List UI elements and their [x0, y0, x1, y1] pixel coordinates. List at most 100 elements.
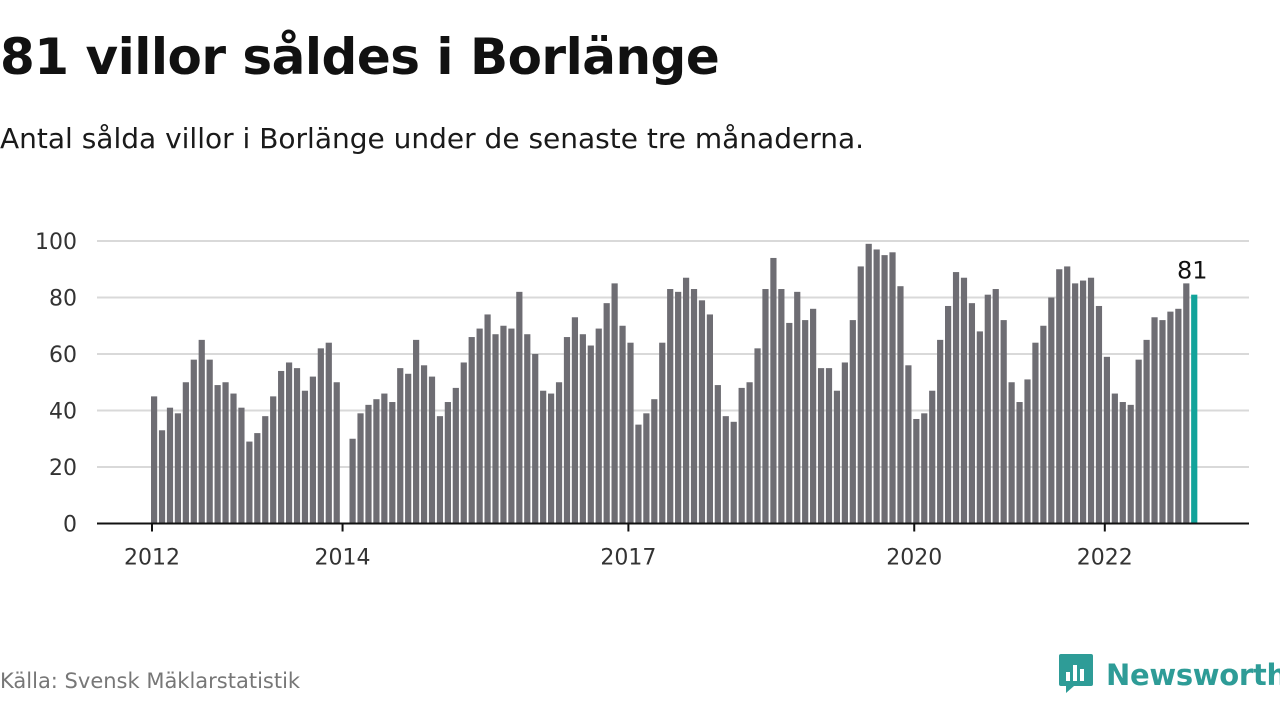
bar [166, 407, 174, 524]
bar [349, 438, 356, 524]
bar [762, 289, 769, 524]
bar [373, 399, 380, 524]
y-tick-label: 0 [63, 513, 77, 538]
bar [1151, 317, 1158, 524]
bar [968, 303, 976, 524]
bar [579, 334, 586, 524]
bar [222, 382, 229, 524]
bar [214, 385, 221, 524]
bar [182, 382, 189, 524]
bar [889, 252, 896, 524]
x-tick-label: 2012 [124, 546, 180, 571]
bar [1032, 342, 1039, 524]
bar [190, 359, 197, 524]
bar [706, 314, 713, 524]
bar [611, 283, 618, 524]
bar [825, 368, 833, 524]
bar [722, 416, 729, 524]
bar [730, 421, 737, 524]
y-tick-label: 100 [35, 230, 77, 255]
bar [873, 249, 880, 524]
bar [532, 354, 539, 524]
highlight-bar [1191, 294, 1198, 524]
bar [937, 339, 944, 524]
newsworthy-logo-icon [1058, 652, 1094, 698]
bar [405, 373, 412, 524]
x-tick-label: 2017 [600, 546, 656, 571]
bar [857, 266, 864, 524]
bar [230, 393, 237, 524]
bar [905, 365, 912, 524]
bar [1143, 339, 1150, 524]
bar [365, 404, 372, 524]
bar [1175, 308, 1182, 524]
source-note: Källa: Svensk Mäklarstatistik [0, 669, 301, 693]
bar [174, 413, 182, 524]
bar [492, 334, 499, 524]
bar [1016, 402, 1023, 524]
bar [484, 314, 491, 524]
brand-logo[interactable]: Newsworthy [1058, 654, 1280, 696]
bar [468, 337, 475, 524]
x-axis-ticks: 2012 2014 2017 2020 2022 [124, 523, 1133, 571]
bar [1127, 404, 1134, 524]
bar [913, 418, 920, 524]
bar [746, 382, 753, 524]
bar [270, 396, 277, 524]
bar [675, 291, 682, 524]
bar [1111, 393, 1118, 524]
bar [1056, 269, 1063, 524]
bar [817, 368, 825, 524]
bar [555, 382, 563, 524]
bar [992, 289, 999, 524]
bar [540, 390, 547, 524]
y-tick-label: 60 [49, 343, 77, 368]
y-tick-label: 40 [49, 400, 77, 425]
bar [1064, 266, 1071, 524]
bar [357, 413, 364, 524]
bar [1135, 359, 1142, 524]
bar [841, 362, 848, 524]
bar [293, 368, 301, 524]
bar [976, 331, 983, 524]
bar [627, 342, 634, 524]
bar [984, 294, 991, 524]
bar [420, 365, 428, 524]
bar [1183, 283, 1190, 524]
bar [563, 337, 571, 524]
bar [206, 359, 213, 524]
bar [786, 322, 793, 524]
bar [278, 370, 285, 524]
bar [1119, 402, 1126, 524]
x-tick-label: 2014 [315, 546, 371, 571]
bar [881, 255, 888, 524]
bar [587, 345, 594, 524]
bar [397, 368, 404, 524]
bar [738, 387, 745, 524]
bar [1167, 311, 1174, 524]
bar [301, 390, 309, 524]
bar [682, 277, 690, 524]
bar [1079, 280, 1087, 524]
bar [325, 342, 332, 524]
bar [651, 399, 658, 524]
bar [619, 325, 626, 524]
bar [778, 289, 785, 524]
bar [810, 308, 817, 524]
bar [1000, 320, 1007, 524]
bar [1072, 283, 1079, 524]
bar [770, 257, 777, 524]
bar [1103, 356, 1110, 524]
bar [413, 339, 420, 524]
bar [548, 393, 555, 524]
y-axis-ticks: 0 20 40 60 80 100 [35, 230, 77, 538]
bar [849, 320, 856, 524]
bar [452, 387, 459, 524]
bar [714, 385, 721, 524]
bar [1048, 297, 1055, 524]
bar [595, 328, 602, 524]
chart-title: 81 villor såldes i Borlänge [0, 28, 720, 86]
y-tick-label: 80 [49, 287, 77, 312]
brand-name: Newsworthy [1106, 658, 1280, 692]
